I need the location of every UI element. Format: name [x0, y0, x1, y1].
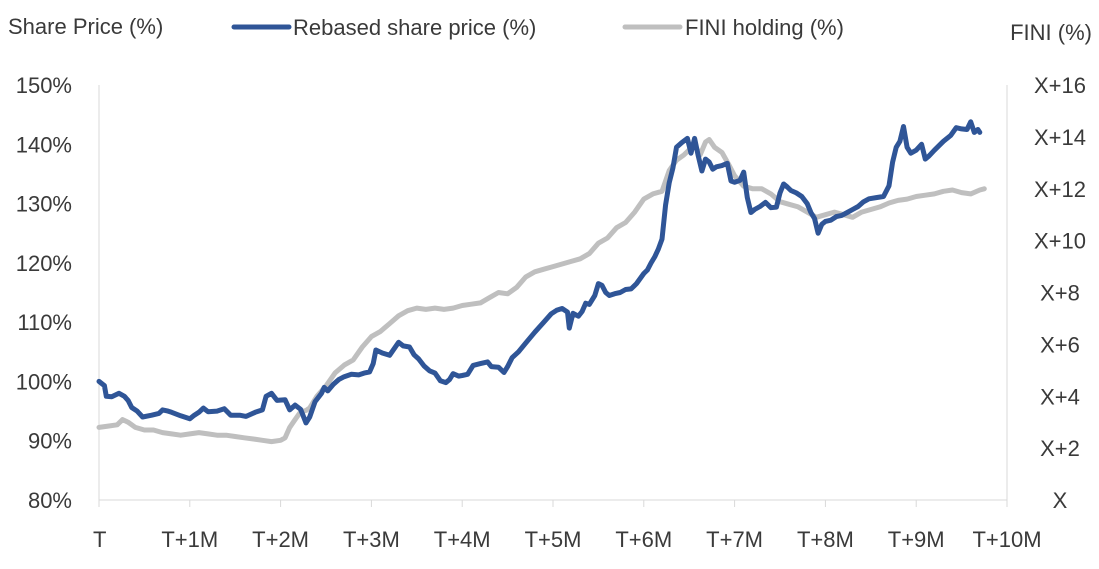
legend-label-fini-holding: FINI holding (%) [685, 15, 844, 40]
x-tick-label: T+2M [252, 527, 309, 552]
x-tick-label: T+5M [525, 527, 582, 552]
right-tick-label: X+8 [1040, 281, 1080, 306]
series-layer [96, 119, 987, 445]
right-axis-title: FINI (%) [1010, 20, 1092, 45]
right-tick-label: X+4 [1040, 384, 1080, 409]
right-tick-label: X+2 [1040, 436, 1080, 461]
x-tick-label: T+7M [706, 527, 763, 552]
x-tick-label: T [93, 527, 106, 552]
right-axis-ticks: X+16 X+14 X+12 X+10 X+8 X+6 X+4 X+2 X [1034, 73, 1086, 513]
left-tick-label: 90% [28, 429, 72, 454]
x-tick-label: T+8M [797, 527, 854, 552]
share-price-line [96, 119, 983, 426]
left-axis-ticks: 150% 140% 130% 120% 110% 100% 90% 80% [16, 73, 72, 513]
right-tick-label: X [1053, 488, 1068, 513]
left-tick-label: 80% [28, 488, 72, 513]
left-tick-label: 120% [16, 251, 72, 276]
right-tick-label: X+16 [1034, 73, 1086, 98]
x-tick-label: T+6M [615, 527, 672, 552]
x-axis-ticks: T T+1M T+2M T+3M T+4M T+5M T+6M T+7M T+8M T+9M T+1… [93, 500, 1042, 552]
right-tick-label: X+10 [1034, 229, 1086, 254]
x-tick-label: T+4M [434, 527, 491, 552]
fini-holding-line [96, 137, 987, 445]
right-tick-label: X+14 [1034, 125, 1086, 150]
legend-label-share-price: Rebased share price (%) [293, 15, 536, 40]
left-tick-label: 150% [16, 73, 72, 98]
x-tick-label: T+9M [888, 527, 945, 552]
right-tick-label: X+6 [1040, 332, 1080, 357]
left-axis-title: Share Price (%) [8, 14, 163, 39]
legend: Rebased share price (%) FINI holding (%) [231, 15, 844, 40]
left-tick-label: 130% [16, 192, 72, 217]
x-tick-label: T+10M [972, 527, 1041, 552]
x-tick-label: T+3M [343, 527, 400, 552]
right-tick-label: X+12 [1034, 177, 1086, 202]
left-tick-label: 100% [16, 369, 72, 394]
left-tick-label: 110% [17, 310, 72, 335]
left-tick-label: 140% [16, 132, 72, 157]
x-tick-label: T+1M [161, 527, 218, 552]
